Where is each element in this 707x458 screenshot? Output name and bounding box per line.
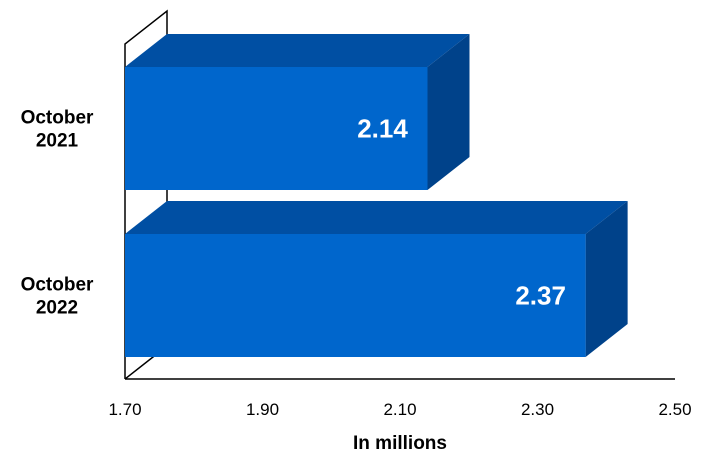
category-label-line: 2021 — [36, 131, 79, 152]
x-axis-ticks: 1.70 1.90 2.10 2.30 2.50 — [108, 400, 691, 419]
x-axis-title: In millions — [353, 433, 447, 454]
bar-front-face — [125, 234, 586, 357]
bar-top-face — [125, 201, 628, 234]
bar-top-face — [125, 34, 470, 67]
category-label-line: October — [21, 108, 94, 129]
x-tick-label: 1.70 — [108, 400, 141, 419]
x-tick-label: 2.10 — [383, 400, 416, 419]
bar-side-face — [585, 201, 628, 357]
data-label: 2.14 — [357, 114, 408, 144]
bar: 2.14 — [125, 34, 470, 190]
category-label-line: October — [21, 275, 94, 296]
category-label: October 2022 — [21, 275, 94, 319]
x-tick-label: 2.30 — [521, 400, 554, 419]
data-label: 2.37 — [515, 281, 566, 311]
bar-side-face — [427, 34, 470, 190]
bar-front-face — [125, 67, 428, 190]
x-tick-label: 2.50 — [658, 400, 691, 419]
category-label-line: 2022 — [36, 298, 78, 319]
bar-group: 2.14 2.37 — [125, 34, 628, 357]
category-label: October 2021 — [21, 108, 94, 152]
x-tick-label: 1.90 — [246, 400, 279, 419]
bar: 2.37 — [125, 201, 628, 357]
